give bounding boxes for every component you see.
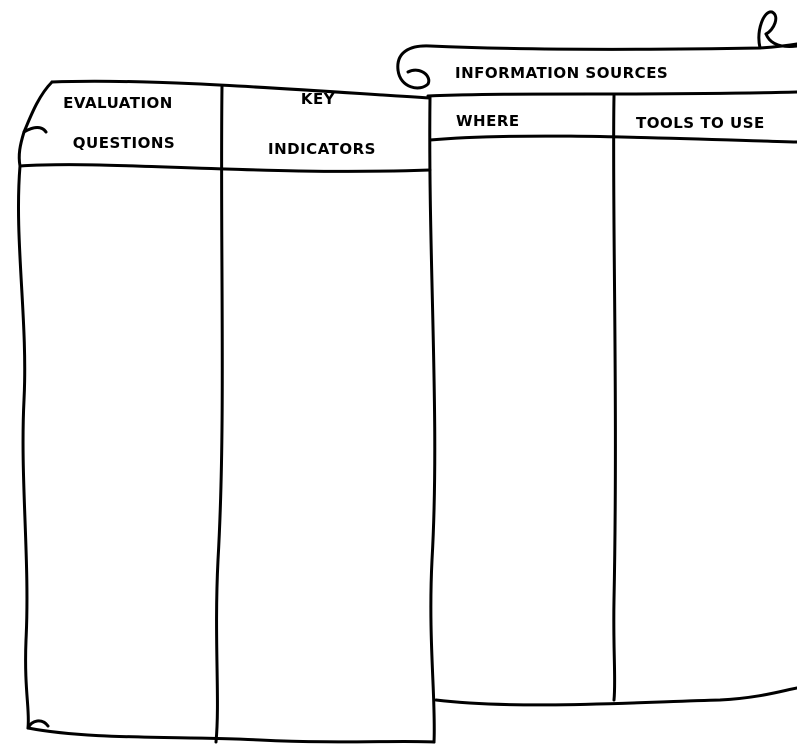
subcolumn-header: TOOLS TO USE bbox=[636, 114, 765, 132]
right-edge bbox=[428, 96, 437, 744]
scroll-curl bbox=[396, 68, 431, 90]
bottom-edge bbox=[26, 726, 436, 744]
scroll-curl bbox=[22, 80, 54, 134]
column-header: EVALUATION bbox=[63, 94, 173, 112]
column-divider bbox=[612, 94, 617, 702]
scroll-bottom-edge bbox=[434, 686, 797, 707]
header-line bbox=[18, 163, 432, 173]
column-header: INDICATORS bbox=[268, 140, 376, 158]
column-divider bbox=[214, 84, 224, 744]
bottom-curl bbox=[26, 719, 50, 730]
group-header: INFORMATION SOURCES bbox=[455, 64, 668, 82]
scroll-curl-right-end bbox=[764, 32, 797, 48]
scroll-curl-right bbox=[757, 10, 778, 50]
scroll-top-edge bbox=[396, 42, 797, 72]
scroll-top-edge bbox=[50, 79, 432, 100]
scroll-corner bbox=[17, 130, 26, 168]
column-header: KEY bbox=[301, 90, 336, 108]
column-header: QUESTIONS bbox=[73, 134, 175, 152]
right-scroll bbox=[396, 10, 797, 707]
subcolumn-header: WHERE bbox=[456, 112, 520, 130]
subheader-line bbox=[428, 134, 797, 144]
group-header-line bbox=[426, 90, 797, 98]
left-edge bbox=[16, 164, 30, 730]
left-scroll bbox=[16, 79, 437, 744]
